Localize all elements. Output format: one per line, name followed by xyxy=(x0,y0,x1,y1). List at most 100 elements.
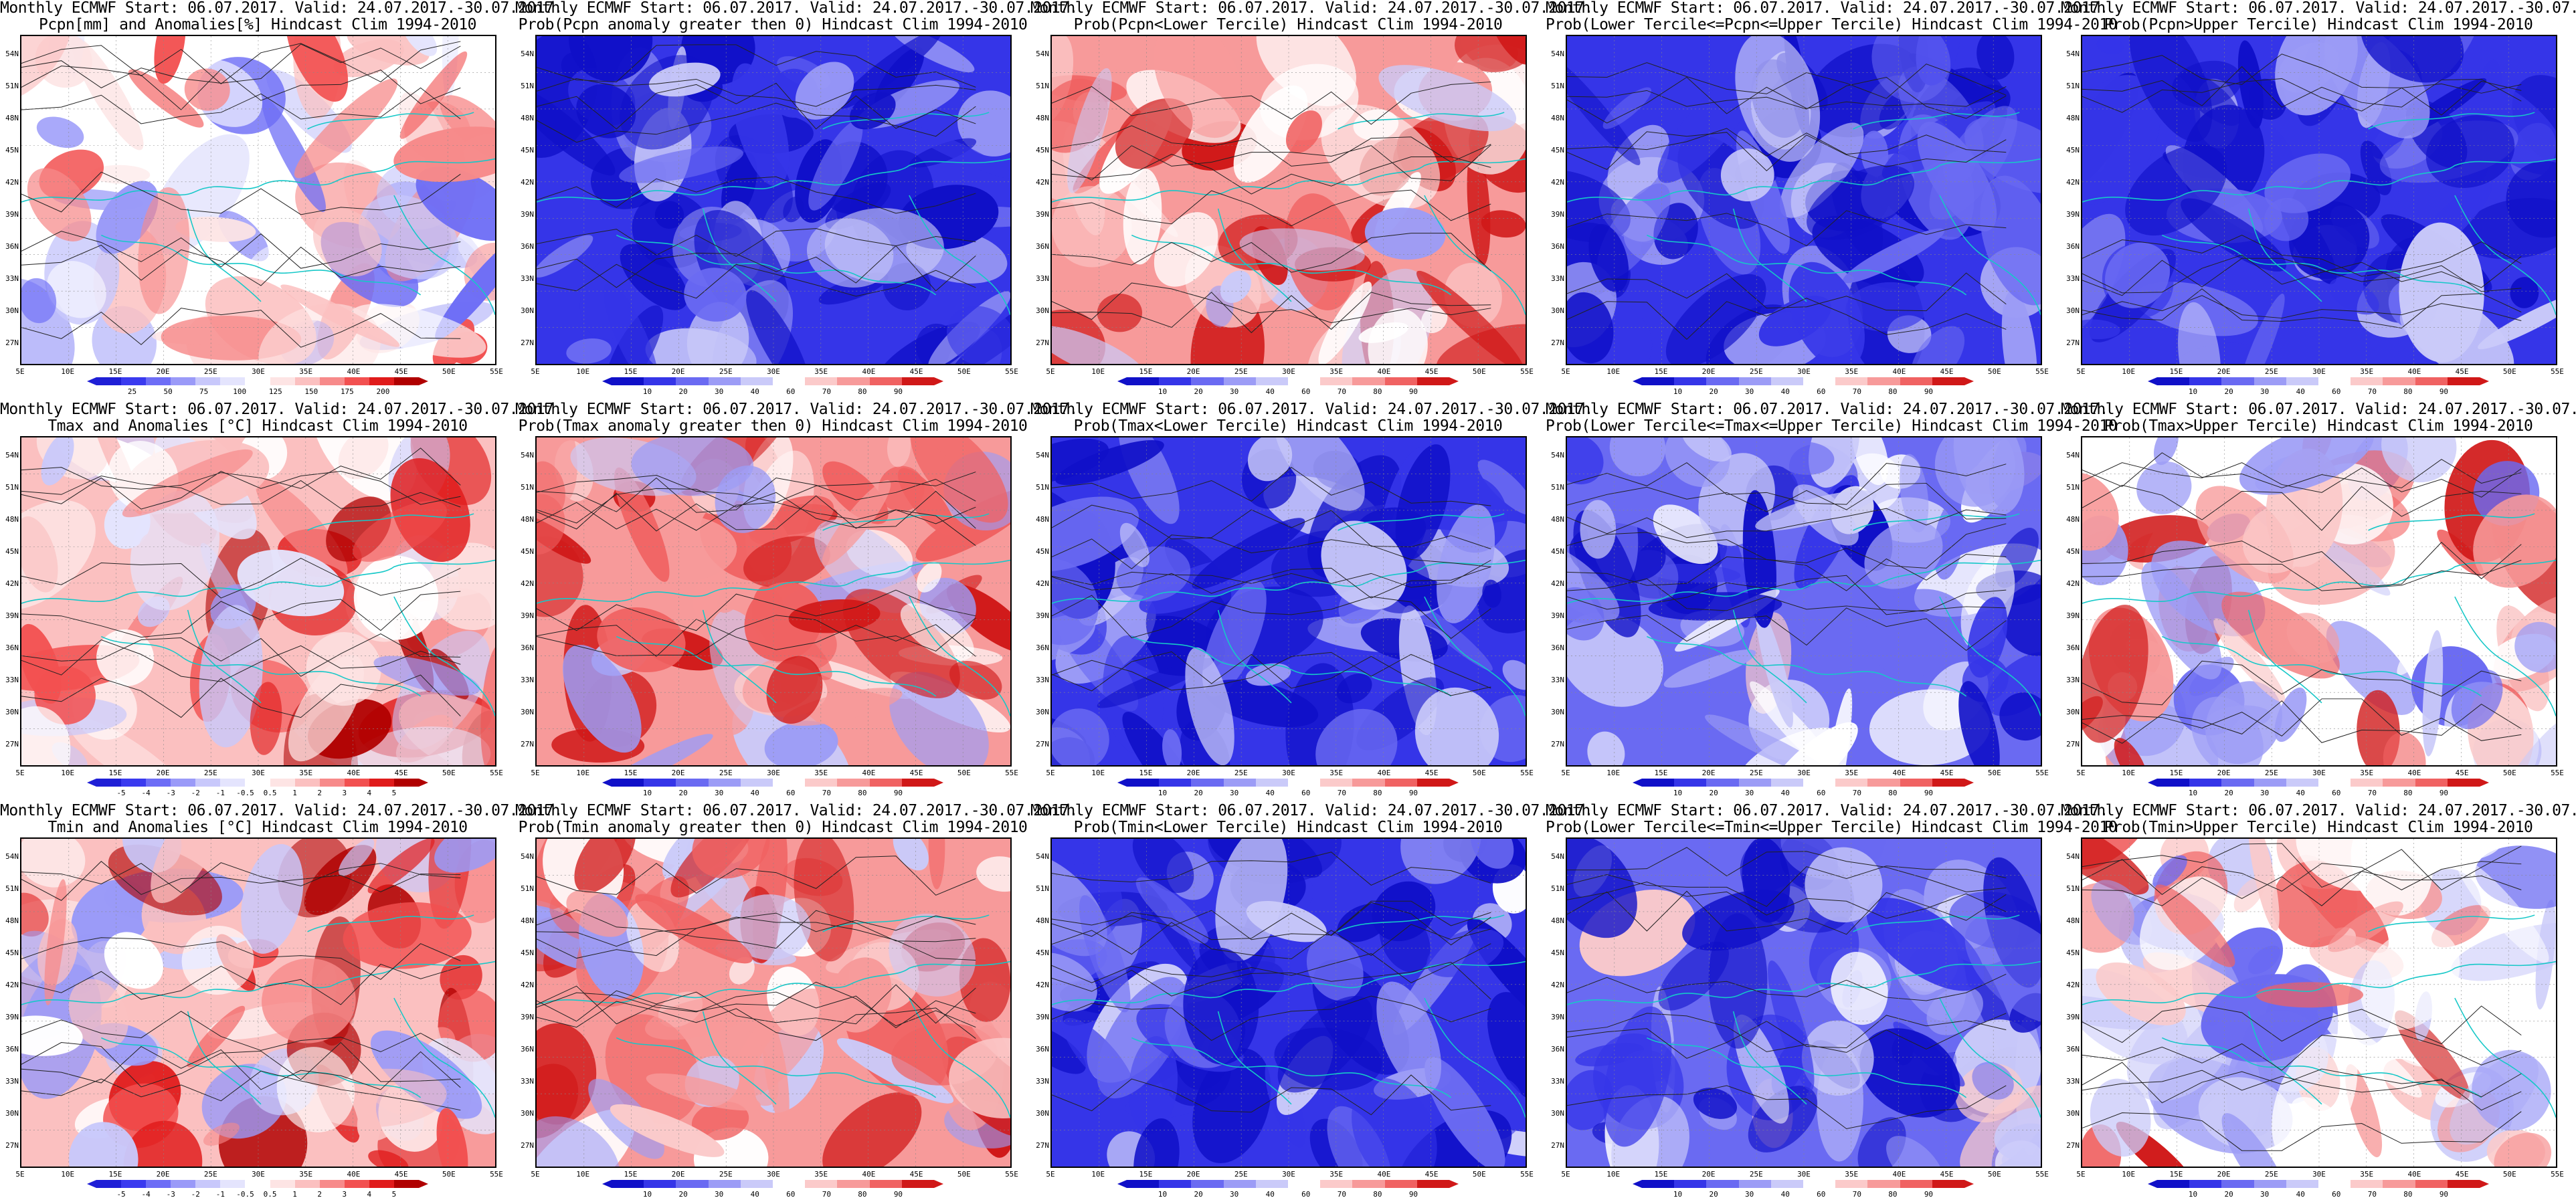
lat-label: 51N xyxy=(1036,82,1049,90)
lon-label: 55E xyxy=(490,367,503,376)
colorbar-tick-label: 40 xyxy=(1265,1190,1275,1199)
lon-label: 40E xyxy=(347,367,361,376)
colorbar-swatch xyxy=(1867,1180,1900,1188)
lon-label: 10E xyxy=(1606,769,1621,777)
map-field xyxy=(21,839,495,1167)
lat-label: 54N xyxy=(1036,852,1049,861)
colorbar-swatch xyxy=(2253,779,2286,787)
lat-label: 36N xyxy=(2066,1045,2080,1054)
colorbar-tick-label: 30 xyxy=(1230,1190,1239,1199)
colorbar-swatch xyxy=(2189,779,2222,787)
colorbar-tick-label: 70 xyxy=(1337,1190,1346,1199)
panel-title-line1: Monthly ECMWF Start: 06.07.2017. Valid: … xyxy=(1030,401,1593,418)
colorbar-swatch xyxy=(1191,779,1224,787)
colorbar-swatch xyxy=(901,1180,935,1188)
lon-label: 25E xyxy=(719,367,733,376)
map-panel: Monthly ECMWF Start: 06.07.2017. Valid: … xyxy=(1030,401,1593,803)
map-plot xyxy=(1566,35,2042,365)
lon-label: 5E xyxy=(1561,769,1570,777)
lon-label: 40E xyxy=(1892,1170,1906,1179)
lon-label: 15E xyxy=(1654,1170,1668,1179)
colorbar-swatch xyxy=(1738,1180,1771,1188)
lat-label: 54N xyxy=(5,49,19,58)
lat-label: 54N xyxy=(1551,49,1564,58)
lon-label: 50E xyxy=(1987,1170,2001,1179)
lon-label: 15E xyxy=(624,367,638,376)
colorbar-swatch xyxy=(96,377,122,385)
lat-label: 54N xyxy=(5,852,19,861)
colorbar-swatch xyxy=(612,377,644,385)
map-plot xyxy=(535,436,1012,767)
panel-title: Monthly ECMWF Start: 06.07.2017. Valid: … xyxy=(2061,803,2576,836)
lat-label: 42N xyxy=(521,178,534,187)
lat-label: 54N xyxy=(521,852,534,861)
map-plot xyxy=(1050,837,1527,1168)
colorbar-tick-label: 60 xyxy=(1817,387,1826,396)
panel-title-line2: Prob(Tmin>Upper Tercile) Hindcast Clim 1… xyxy=(2104,819,2533,836)
colorbar xyxy=(1117,1180,1459,1188)
colorbar-swatch xyxy=(1416,1180,1450,1188)
lat-label: 30N xyxy=(5,1109,19,1118)
lon-label: 55E xyxy=(2035,367,2049,376)
colorbar-tick-label: 40 xyxy=(2296,387,2305,396)
lon-label: 30E xyxy=(1797,769,1811,777)
lat-label: 39N xyxy=(1036,210,1049,219)
colorbar-tick-label: 20 xyxy=(1194,1190,1203,1199)
lat-label: 27N xyxy=(1036,1141,1049,1150)
lat-label: 51N xyxy=(5,884,19,893)
colorbar-swatch xyxy=(2318,377,2351,385)
colorbar-swatch xyxy=(1642,377,1675,385)
colorbar-swatch xyxy=(1159,1180,1192,1188)
lon-label: 40E xyxy=(1377,1170,1391,1179)
lon-label: 35E xyxy=(2360,367,2374,376)
colorbar-swatch xyxy=(1223,779,1256,787)
lon-label: 35E xyxy=(814,769,828,777)
lon-label: 50E xyxy=(1472,769,1486,777)
lat-label: 45N xyxy=(1036,948,1049,957)
colorbar-tick-label: 10 xyxy=(2188,1190,2198,1199)
lat-label: 42N xyxy=(521,579,534,588)
colorbar xyxy=(602,1180,944,1188)
panel-title: Monthly ECMWF Start: 06.07.2017. Valid: … xyxy=(0,803,563,836)
lon-label: 5E xyxy=(1046,367,1055,376)
colorbar-tick-label: 90 xyxy=(1408,1190,1418,1199)
lat-label: 30N xyxy=(1036,1109,1049,1118)
lat-label: 30N xyxy=(2066,708,2080,716)
lon-label: 30E xyxy=(252,769,265,777)
colorbar-swatch xyxy=(1738,779,1771,787)
panel-title-line2: Tmin and Anomalies [°C] Hindcast Clim 19… xyxy=(48,819,468,836)
lat-label: 51N xyxy=(1551,483,1564,492)
colorbar-tick-label: 150 xyxy=(304,387,318,396)
colorbar-arrow-right xyxy=(1964,779,1974,787)
lon-label: 10E xyxy=(61,1170,75,1179)
colorbar-tick-label: 3 xyxy=(342,789,347,797)
colorbar-swatch xyxy=(2415,779,2448,787)
colorbar-swatch xyxy=(1674,779,1707,787)
colorbar xyxy=(1633,1180,1974,1188)
colorbar-swatch xyxy=(2157,377,2190,385)
colorbar-tick-label: 40 xyxy=(1780,789,1790,797)
lat-label: 45N xyxy=(521,146,534,155)
lon-label: 50E xyxy=(442,367,456,376)
lon-label: 50E xyxy=(1472,367,1486,376)
lat-label: 51N xyxy=(2066,884,2080,893)
lon-label: 30E xyxy=(1282,367,1295,376)
lon-label: 5E xyxy=(1561,1170,1570,1179)
lon-label: 45E xyxy=(909,769,923,777)
lat-label: 39N xyxy=(1551,611,1564,620)
colorbar-tick-label: 40 xyxy=(1265,387,1275,396)
lon-label: 5E xyxy=(2076,1170,2086,1179)
colorbar-swatch xyxy=(2189,377,2222,385)
colorbar-tick-label: 60 xyxy=(1301,1190,1311,1199)
colorbar-tick-label: 90 xyxy=(1924,387,1934,396)
colorbar xyxy=(87,779,429,787)
lat-label: 51N xyxy=(521,483,534,492)
panel-title: Monthly ECMWF Start: 06.07.2017. Valid: … xyxy=(2061,401,2576,435)
lon-label: 40E xyxy=(862,367,876,376)
lon-label: 45E xyxy=(1424,769,1439,777)
colorbar-tick-label: 100 xyxy=(233,387,247,396)
lat-label: 54N xyxy=(2066,451,2080,460)
lat-label: 30N xyxy=(5,708,19,716)
panel-title-line2: Tmax and Anomalies [°C] Hindcast Clim 19… xyxy=(48,417,468,435)
colorbar-swatch xyxy=(245,1180,270,1188)
